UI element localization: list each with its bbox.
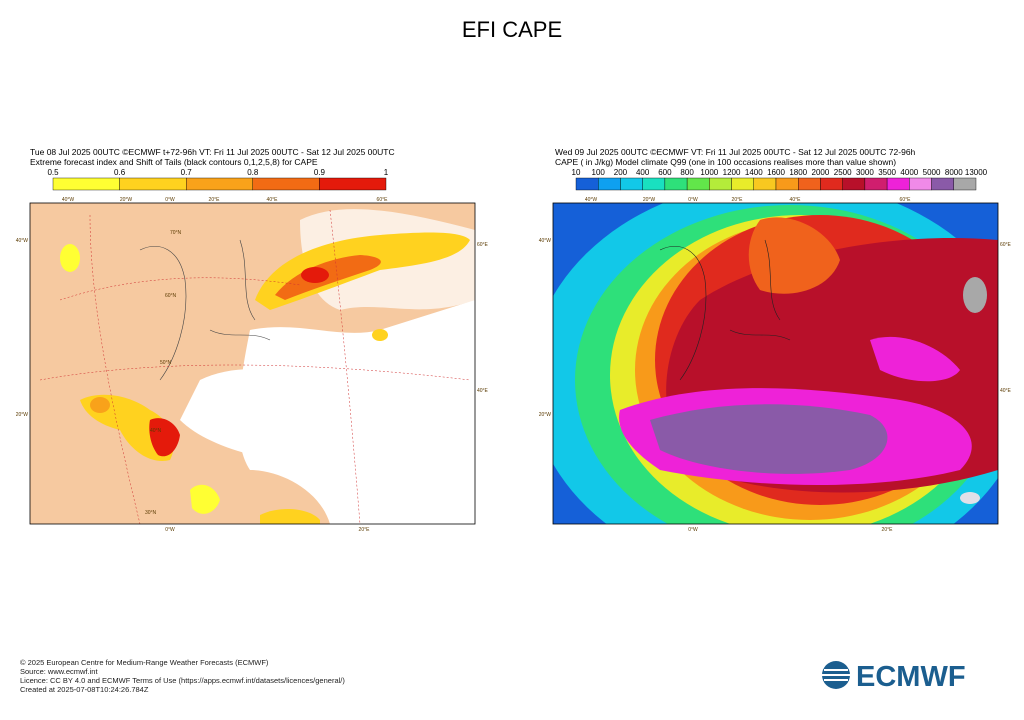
lat-label: 40°N xyxy=(150,428,162,434)
colorbar-label: 200 xyxy=(614,168,628,177)
lon-label: 20°E xyxy=(882,527,894,533)
lat-label: 50°N xyxy=(160,360,172,366)
colorbar-label: 10 xyxy=(572,168,581,177)
colorbar-label: 0.7 xyxy=(181,168,193,177)
cape-climate-map xyxy=(553,203,998,524)
lat-label: 40°W xyxy=(16,238,29,244)
footer-line: © 2025 European Centre for Medium-Range … xyxy=(20,658,269,667)
lon-label: 0°W xyxy=(688,197,698,203)
colorbar-swatch xyxy=(620,177,643,191)
page-title: EFI CAPE xyxy=(462,17,562,42)
colorbar-label: 0.9 xyxy=(314,168,326,177)
colorbar-label: 4000 xyxy=(900,168,918,177)
lat-label: 60°N xyxy=(165,293,177,299)
panel-header: Extreme forecast index and Shift of Tail… xyxy=(30,157,318,167)
colorbar-label: 0.8 xyxy=(247,168,259,177)
colorbar-swatch xyxy=(753,177,777,191)
lon-label: 60°E xyxy=(377,197,389,203)
colorbar-swatch xyxy=(842,177,866,191)
lat-label: 40°E xyxy=(1000,388,1012,394)
colorbar-label: 1000 xyxy=(700,168,718,177)
lon-label: 0°W xyxy=(165,197,175,203)
lon-label: 20°E xyxy=(209,197,221,203)
lon-label: 20°E xyxy=(359,527,371,533)
lat-label: 40°W xyxy=(539,238,552,244)
colorbar-label: 3000 xyxy=(856,168,874,177)
lon-label: 40°E xyxy=(790,197,802,203)
colorbar-swatch xyxy=(886,177,910,191)
colorbar-label: 1600 xyxy=(767,168,785,177)
colorbar-label: 1200 xyxy=(723,168,741,177)
colorbar-swatch xyxy=(820,177,843,191)
colorbar-swatch xyxy=(642,177,666,191)
colorbar-swatch xyxy=(575,177,599,191)
colorbar-swatch xyxy=(252,177,320,191)
colorbar-swatch xyxy=(953,177,977,191)
lat-label: 60°E xyxy=(477,242,489,248)
colorbar-swatch xyxy=(686,177,710,191)
colorbar-label: 1400 xyxy=(745,168,763,177)
footer-line: Source: www.ecmwf.int xyxy=(20,667,98,676)
logo: ECMWF xyxy=(822,661,966,693)
colorbar-label: 0.5 xyxy=(47,168,59,177)
lon-label: 20°E xyxy=(732,197,744,203)
colorbar-swatch xyxy=(709,177,732,191)
colorbar: 0.5 0.6 0.7 0.8 0.9 1 xyxy=(47,168,389,191)
lat-label: 60°E xyxy=(1000,242,1012,248)
colorbar-label: 800 xyxy=(680,168,694,177)
footer-line: Created at 2025-07-08T10:24:26.784Z xyxy=(20,685,149,694)
colorbar-label: 400 xyxy=(636,168,650,177)
lon-label: 0°W xyxy=(688,527,698,533)
colorbar-swatch xyxy=(598,177,621,191)
colorbar-swatch xyxy=(775,177,799,191)
colorbar-label: 2000 xyxy=(812,168,830,177)
colorbar: 10 100 200 400 600 800 1000 1200 1400 1600 1800 200… xyxy=(572,168,988,191)
lon-label: 40°E xyxy=(267,197,279,203)
lat-label: 70°N xyxy=(170,230,182,236)
colorbar-label: 3500 xyxy=(878,168,896,177)
lon-label: 0°W xyxy=(165,527,175,533)
colorbar-label: 5000 xyxy=(923,168,941,177)
colorbar-label: 1800 xyxy=(789,168,807,177)
colorbar-swatch xyxy=(864,177,888,191)
colorbar-label: 8000 xyxy=(945,168,963,177)
colorbar-label: 1 xyxy=(384,168,389,177)
colorbar-swatch xyxy=(664,177,688,191)
colorbar-swatch xyxy=(185,177,253,191)
colorbar-label: 0.6 xyxy=(114,168,126,177)
footer-line: Licence: CC BY 4.0 and ECMWF Terms of Us… xyxy=(20,676,345,685)
panel-header: CAPE ( in J/kg) Model climate Q99 (one i… xyxy=(555,157,896,167)
lon-label: 60°E xyxy=(900,197,912,203)
colorbar-swatch xyxy=(909,177,932,191)
lat-label: 20°W xyxy=(16,412,29,418)
colorbar-swatch xyxy=(731,177,754,191)
colorbar-swatch xyxy=(52,177,120,191)
lon-label: 20°W xyxy=(120,197,133,203)
lat-label: 30°N xyxy=(145,510,157,516)
lon-label: 20°W xyxy=(643,197,656,203)
colorbar-label: 13000 xyxy=(965,168,988,177)
efi-map xyxy=(30,203,475,524)
lon-label: 40°W xyxy=(585,197,598,203)
colorbar-swatch xyxy=(931,177,954,191)
lat-label: 40°E xyxy=(477,388,489,394)
colorbar-swatch xyxy=(119,177,187,191)
panel-header: Wed 09 Jul 2025 00UTC ©ECMWF VT: Fri 11 … xyxy=(555,147,916,157)
lon-label: 40°W xyxy=(62,197,75,203)
colorbar-swatch xyxy=(798,177,821,191)
colorbar-label: 2500 xyxy=(834,168,852,177)
colorbar-swatch xyxy=(319,177,387,191)
panel-header: Tue 08 Jul 2025 00UTC ©ECMWF t+72-96h VT… xyxy=(30,147,395,157)
logo-text: ECMWF xyxy=(856,661,966,693)
colorbar-label: 600 xyxy=(658,168,672,177)
lat-label: 20°W xyxy=(539,412,552,418)
colorbar-label: 100 xyxy=(592,168,606,177)
